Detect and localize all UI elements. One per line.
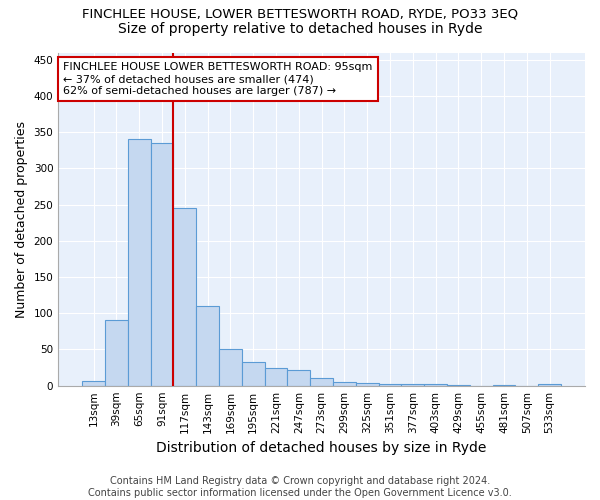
Bar [287,370,310,386]
Text: FINCHLEE HOUSE, LOWER BETTESWORTH ROAD, RYDE, PO33 3EQ: FINCHLEE HOUSE, LOWER BETTESWORTH ROAD, … [82,8,518,20]
Bar [82,382,105,386]
Bar [128,140,151,386]
Bar [538,384,561,386]
X-axis label: Distribution of detached houses by size in Ryde: Distribution of detached houses by size … [157,441,487,455]
Bar [173,208,196,386]
Bar [242,362,265,386]
Bar [447,385,470,386]
Bar [356,383,379,386]
Text: Contains HM Land Registry data © Crown copyright and database right 2024.
Contai: Contains HM Land Registry data © Crown c… [88,476,512,498]
Bar [151,143,173,386]
Bar [105,320,128,386]
Bar [196,306,219,386]
Bar [424,384,447,386]
Text: FINCHLEE HOUSE LOWER BETTESWORTH ROAD: 95sqm
← 37% of detached houses are smalle: FINCHLEE HOUSE LOWER BETTESWORTH ROAD: 9… [64,62,373,96]
Bar [333,382,356,386]
Bar [219,350,242,386]
Bar [265,368,287,386]
Bar [493,385,515,386]
Bar [379,384,401,386]
Bar [401,384,424,386]
Text: Size of property relative to detached houses in Ryde: Size of property relative to detached ho… [118,22,482,36]
Y-axis label: Number of detached properties: Number of detached properties [15,120,28,318]
Bar [310,378,333,386]
